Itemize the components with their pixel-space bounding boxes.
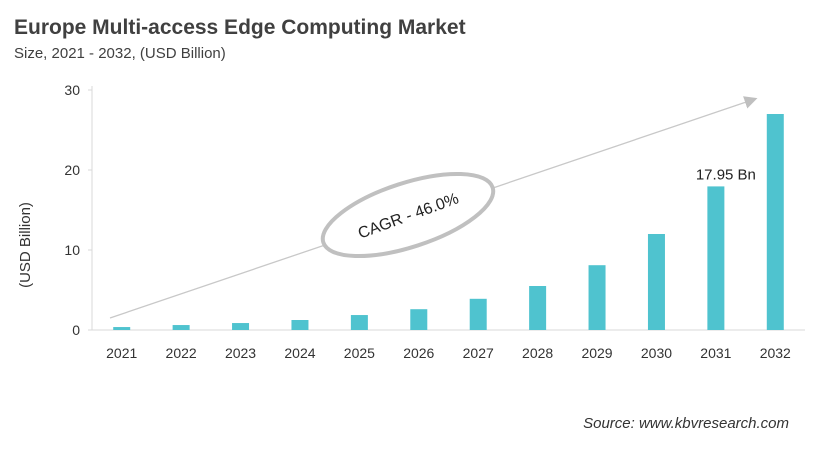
chart-title: Europe Multi-access Edge Computing Marke… [14,16,466,39]
y-tick-label: 0 [72,322,80,338]
x-tick-label: 2026 [403,345,434,361]
y-tick-label: 10 [64,242,80,258]
y-tick-label: 20 [64,162,80,178]
x-tick-label: 2030 [641,345,672,361]
y-tick-label: 30 [64,82,80,98]
x-tick-label: 2021 [106,345,137,361]
chart-subtitle: Size, 2021 - 2032, (USD Billion) [14,45,226,62]
bar-2026 [410,309,428,330]
cagr-ellipse [320,171,496,259]
bar-2025 [350,315,368,330]
bar-2028 [529,286,547,330]
bar-2032 [766,114,784,330]
bar-2021 [113,327,131,330]
bar-2031 [707,186,725,330]
y-axis-label: (USD Billion) [17,202,34,288]
x-tick-label: 2032 [760,345,791,361]
bar-2022 [172,325,190,330]
data-label: 17.95 Bn [696,166,756,183]
source-note: Source: www.kbvresearch.com [583,415,789,432]
bar-2024 [291,320,309,330]
x-tick-label: 2028 [522,345,553,361]
bar-2030 [647,234,665,330]
bar-2027 [469,298,487,330]
x-tick-label: 2025 [344,345,375,361]
x-tick-label: 2029 [581,345,612,361]
x-tick-label: 2022 [166,345,197,361]
bar-2023 [232,323,250,330]
x-tick-label: 2024 [284,345,315,361]
x-tick-label: 2027 [463,345,494,361]
bar-2029 [588,265,606,330]
x-tick-label: 2023 [225,345,256,361]
x-tick-label: 2031 [700,345,731,361]
